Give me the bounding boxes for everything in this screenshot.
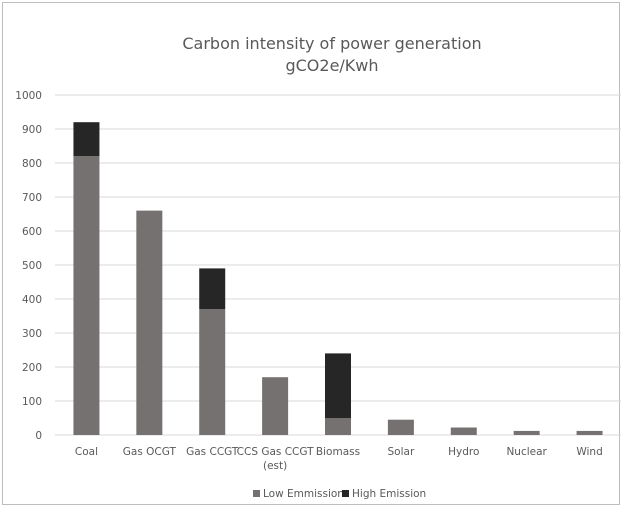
- y-tick-label: 100: [22, 396, 42, 408]
- x-tick-label: (est): [263, 460, 287, 472]
- chart-subtitle: gCO2e/Kwh: [285, 56, 378, 75]
- y-tick-label: 300: [22, 328, 42, 340]
- x-tick-label: Gas CCGT: [186, 446, 239, 458]
- x-tick-label: Nuclear: [506, 446, 547, 458]
- y-tick-label: 800: [22, 158, 42, 170]
- bar-low-emission: [73, 156, 100, 435]
- y-tick-label: 700: [22, 192, 42, 204]
- bar-low-emission: [136, 210, 163, 435]
- legend-label: Low Emmission: [263, 488, 344, 500]
- x-tick-label: Gas OCGT: [123, 446, 177, 458]
- bar-high-emission: [73, 122, 100, 157]
- x-tick-label: Biomass: [316, 446, 360, 458]
- chart-title: Carbon intensity of power generation: [182, 34, 481, 53]
- bars: [73, 122, 603, 435]
- x-tick-label: Hydro: [448, 446, 479, 458]
- y-tick-label: 600: [22, 226, 42, 238]
- bar-low-emission: [576, 430, 603, 435]
- x-tick-label: Wind: [576, 446, 602, 458]
- bar-low-emission: [513, 430, 540, 435]
- bar-high-emission: [325, 353, 351, 418]
- bar-low-emission: [262, 377, 289, 435]
- x-tick-label: Coal: [75, 446, 98, 458]
- bar-low-emission: [199, 309, 226, 435]
- bar-high-emission: [199, 268, 226, 310]
- legend-swatch: [342, 490, 349, 497]
- bar-low-emission: [450, 427, 477, 435]
- legend-label: High Emission: [352, 488, 426, 500]
- bar-low-emission: [387, 419, 414, 435]
- y-tick-label: 0: [35, 430, 42, 442]
- x-tick-label: CCS Gas CCGT: [237, 446, 314, 458]
- legend-swatch: [253, 490, 260, 497]
- y-tick-label: 1000: [15, 90, 42, 102]
- y-tick-label: 900: [22, 124, 42, 136]
- x-tick-label: Solar: [388, 446, 415, 458]
- y-tick-label: 400: [22, 294, 42, 306]
- bar-chart: Carbon intensity of power generation gCO…: [15, 34, 621, 500]
- legend: Low Emmission High Emission: [253, 488, 426, 500]
- y-tick-label: 500: [22, 260, 42, 272]
- bar-low-emission: [325, 418, 351, 435]
- y-tick-label: 200: [22, 362, 42, 374]
- y-axis: 0 100 200 300 400 500 600 700 800 900 1000: [15, 90, 42, 442]
